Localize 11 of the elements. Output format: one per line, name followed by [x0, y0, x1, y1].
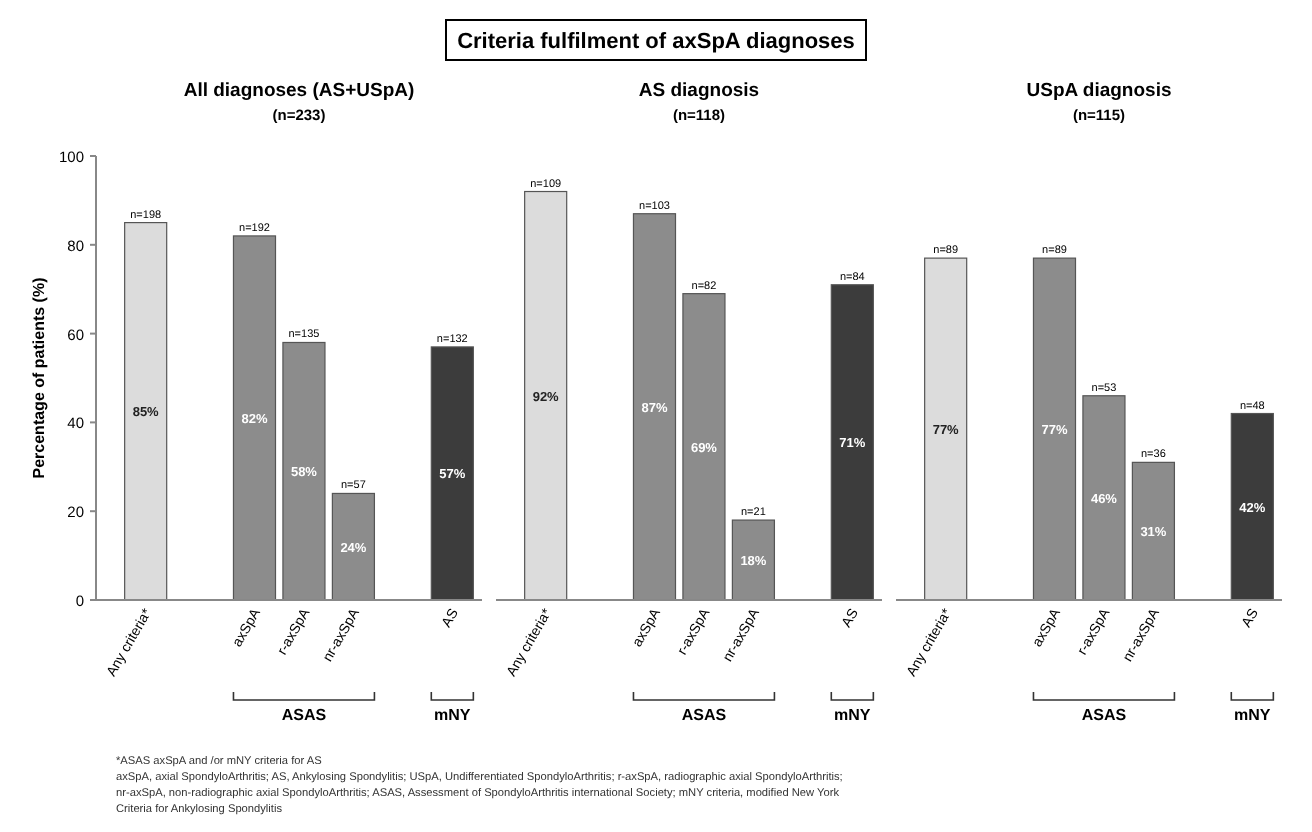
text: mNY: [1234, 706, 1272, 724]
text: ASAS: [281, 706, 328, 724]
chart-title: All diagnoses (AS+USpA): [183, 80, 415, 102]
text: Criteria fulfilment of axSpA diagnoses: [457, 30, 855, 54]
text: ASAS: [681, 706, 728, 724]
chart-title: AS diagnosis: [638, 80, 760, 102]
text: mNY: [434, 706, 472, 724]
text: ASAS: [1081, 706, 1128, 724]
chart-title: USpA diagnosis: [1026, 80, 1172, 102]
text: mNY: [834, 706, 872, 724]
y-axis-title: Percentage of patients (%): [30, 276, 48, 479]
